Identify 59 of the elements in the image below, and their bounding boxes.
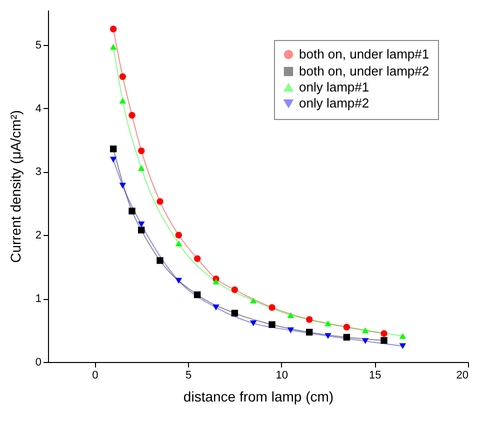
point <box>399 333 406 339</box>
point <box>362 327 369 334</box>
x-tick-label: 20 <box>456 370 468 382</box>
x-tick-label: 15 <box>369 370 382 382</box>
x-axis-title: distance from lamp (cm) <box>183 388 334 404</box>
y-tick-label: 4 <box>35 102 42 115</box>
point <box>250 320 257 326</box>
point <box>306 328 313 336</box>
point <box>268 321 276 328</box>
y-tick-label: 5 <box>35 39 42 52</box>
legend-label: both on, under lamp#2 <box>299 64 430 78</box>
y-tick-label: 1 <box>35 293 42 306</box>
point <box>119 98 126 104</box>
point <box>156 257 164 264</box>
point <box>306 316 313 323</box>
point <box>138 147 145 154</box>
y-tick-label: 3 <box>35 166 42 178</box>
point <box>175 278 182 284</box>
legend-label: both on, under lamp#1 <box>299 46 430 62</box>
point <box>287 312 294 318</box>
point <box>110 156 117 163</box>
point <box>128 112 136 119</box>
legend-label: only lamp#1 <box>299 80 370 94</box>
x-tick-label: 10 <box>276 370 288 382</box>
point <box>250 298 257 304</box>
point <box>324 320 332 326</box>
point <box>343 334 350 341</box>
point <box>212 304 220 310</box>
point <box>231 286 238 294</box>
point <box>380 330 388 337</box>
point <box>175 232 182 238</box>
point <box>194 291 201 298</box>
point <box>231 310 238 317</box>
point <box>128 208 136 214</box>
point <box>110 44 117 50</box>
legend-label: only lamp#2 <box>299 96 370 110</box>
point <box>324 333 332 339</box>
point <box>380 337 388 344</box>
point <box>110 146 117 152</box>
point <box>362 338 369 344</box>
point <box>110 26 117 32</box>
x-tick-label: 5 <box>185 370 192 382</box>
point <box>175 240 182 246</box>
point <box>138 221 145 228</box>
y-axis-title: Current density (μA/cm²) <box>7 110 24 263</box>
y-tick-label: 0 <box>35 356 42 368</box>
point <box>138 165 145 171</box>
point <box>399 343 406 350</box>
point <box>268 304 276 311</box>
x-tick-label: 0 <box>92 370 98 382</box>
point <box>212 278 220 284</box>
point <box>194 255 201 262</box>
point <box>287 327 294 334</box>
y-tick-label: 2 <box>35 230 42 242</box>
point <box>343 324 350 330</box>
point <box>119 182 126 189</box>
point <box>156 198 164 205</box>
point <box>138 226 145 234</box>
point <box>119 73 126 80</box>
